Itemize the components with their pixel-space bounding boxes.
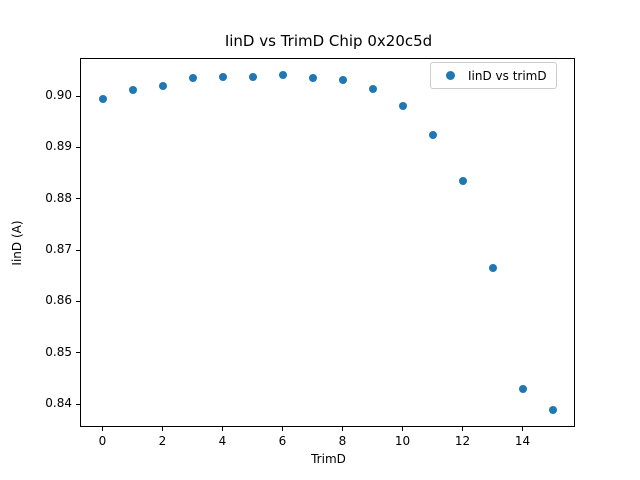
y-tick-mark — [76, 352, 80, 354]
scatter-point — [398, 101, 407, 110]
legend-label: IinD vs trimD — [468, 68, 547, 83]
legend-marker-icon — [446, 71, 455, 80]
x-tick-label: 2 — [158, 434, 167, 449]
x-tick-mark — [402, 427, 403, 432]
scatter-point — [128, 86, 137, 95]
x-tick-mark — [342, 427, 343, 432]
chart-title: IinD vs TrimD Chip 0x20c5d — [224, 32, 433, 50]
scatter-point — [218, 73, 227, 82]
scatter-point — [188, 74, 197, 83]
y-tick-label: 0.87 — [45, 242, 72, 257]
x-tick-label: 12 — [454, 434, 471, 449]
x-tick-label: 0 — [98, 434, 107, 449]
x-tick-mark — [462, 427, 463, 432]
scatter-point — [368, 84, 377, 93]
scatter-point — [548, 406, 557, 415]
scatter-point — [488, 264, 497, 273]
scatter-point — [428, 131, 437, 140]
y-tick-mark — [76, 300, 80, 302]
legend: IinD vs trimD — [430, 62, 557, 89]
scatter-point — [308, 73, 317, 82]
y-tick-mark — [76, 249, 80, 251]
y-tick-label: 0.88 — [45, 190, 72, 205]
y-tick-mark — [76, 403, 80, 405]
x-tick-mark — [282, 427, 283, 432]
scatter-point — [248, 72, 257, 81]
x-tick-label: 8 — [338, 434, 347, 449]
y-tick-label: 0.86 — [45, 293, 72, 308]
scatter-point — [158, 81, 167, 90]
scatter-point — [518, 384, 527, 393]
x-tick-mark — [102, 427, 103, 432]
x-tick-label: 4 — [218, 434, 227, 449]
y-tick-label: 0.89 — [45, 139, 72, 154]
scatter-point — [458, 176, 467, 185]
x-tick-mark — [162, 427, 163, 432]
y-tick-label: 0.84 — [45, 396, 72, 411]
x-tick-label: 10 — [394, 434, 411, 449]
scatter-point — [338, 75, 347, 84]
x-axis-label: TrimD — [311, 452, 346, 466]
scatter-point — [98, 95, 107, 104]
x-tick-mark — [222, 427, 223, 432]
y-tick-mark — [76, 198, 80, 200]
x-tick-label: 6 — [278, 434, 287, 449]
y-tick-mark — [76, 95, 80, 97]
plot-area — [80, 58, 575, 427]
y-axis-label: IinD (A) — [10, 220, 24, 266]
x-tick-label: 14 — [514, 434, 531, 449]
y-tick-label: 0.90 — [45, 88, 72, 103]
x-tick-mark — [522, 427, 523, 432]
y-tick-mark — [76, 146, 80, 148]
y-tick-label: 0.85 — [45, 344, 72, 359]
scatter-point — [278, 70, 287, 79]
